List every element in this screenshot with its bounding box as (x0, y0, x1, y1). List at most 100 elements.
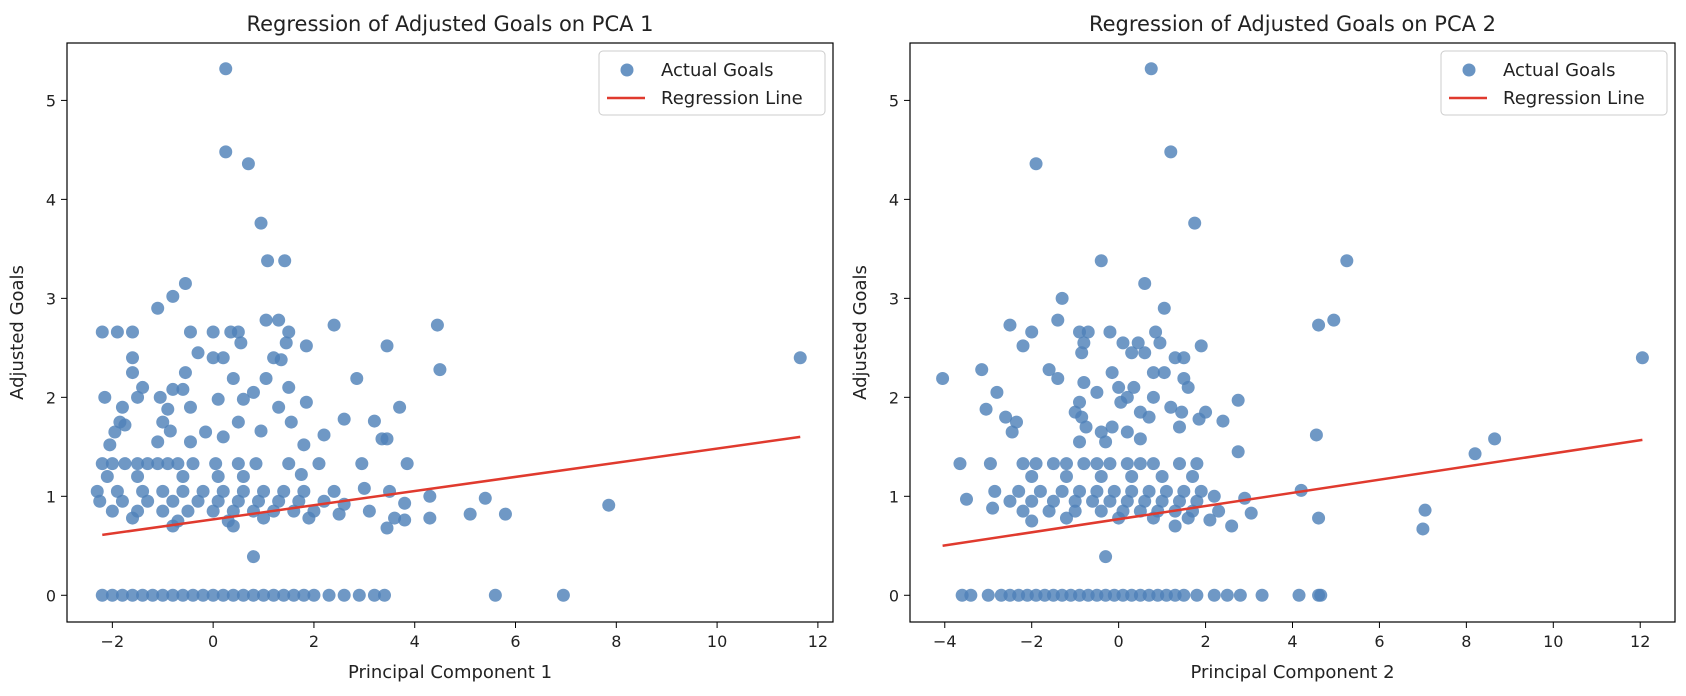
data-point (103, 438, 117, 452)
data-point (156, 415, 170, 429)
data-point (377, 588, 391, 602)
data-point (1025, 325, 1039, 339)
data-point (277, 484, 291, 498)
data-point (236, 484, 250, 498)
data-point (1220, 588, 1234, 602)
data-point (156, 588, 170, 602)
data-point (186, 457, 200, 471)
data-point (964, 588, 978, 602)
x-tick-label: 8 (611, 632, 621, 651)
data-point (1164, 145, 1178, 159)
data-point (1005, 425, 1019, 439)
data-point (186, 588, 200, 602)
data-point (196, 588, 210, 602)
data-point (1055, 484, 1069, 498)
x-tick-label: 4 (1287, 632, 1297, 651)
data-point (136, 380, 150, 394)
chart-panel-pca2: Regression of Adjusted Goals on PCA 2 Pr… (850, 12, 1676, 683)
data-point (1046, 494, 1060, 508)
data-point (1207, 489, 1221, 503)
data-point (1168, 519, 1182, 533)
legend-label-actual-goals: Actual Goals (661, 60, 773, 81)
y-tick-label: 2 (46, 388, 56, 407)
data-point (183, 435, 197, 449)
data-point (161, 457, 175, 471)
data-point (98, 390, 112, 404)
data-point (236, 470, 250, 484)
x-tick-label: 6 (510, 632, 520, 651)
data-point (1186, 470, 1200, 484)
x-tick-label: 0 (208, 632, 218, 651)
chart-panel-pca1: Regression of Adjusted Goals on PCA 1 Pr… (7, 12, 834, 683)
data-point (231, 457, 245, 471)
data-point (126, 366, 140, 380)
data-point (1131, 336, 1145, 350)
data-point (433, 363, 447, 377)
data-point (362, 504, 376, 518)
data-point (1081, 325, 1095, 339)
data-point (393, 400, 407, 414)
data-point (118, 418, 132, 432)
data-point (1120, 425, 1134, 439)
data-point (1068, 494, 1082, 508)
data-point (1059, 470, 1073, 484)
data-point (355, 457, 369, 471)
plot-area (90, 62, 807, 602)
data-point (131, 470, 145, 484)
data-point (226, 588, 240, 602)
data-point (1103, 457, 1117, 471)
data-point (272, 400, 286, 414)
data-point (388, 511, 402, 525)
data-point (1416, 522, 1430, 536)
data-point (110, 484, 124, 498)
chart-title: Regression of Adjusted Goals on PCA 1 (246, 12, 653, 36)
data-point (1164, 400, 1178, 414)
data-point (261, 254, 275, 268)
data-point (246, 385, 260, 399)
data-point (100, 470, 114, 484)
data-point (398, 496, 412, 510)
data-point (960, 492, 974, 506)
data-point (1212, 504, 1226, 518)
data-point (1190, 457, 1204, 471)
data-point (602, 498, 616, 512)
data-point (1077, 457, 1091, 471)
data-point (1094, 470, 1108, 484)
x-tick-label: 2 (309, 632, 319, 651)
x-axis-label: Principal Component 2 (1190, 662, 1394, 683)
data-point (231, 325, 245, 339)
plot-area (936, 62, 1649, 602)
data-point (90, 484, 104, 498)
data-point (151, 457, 165, 471)
data-point (156, 504, 170, 518)
data-point (1309, 428, 1323, 442)
data-point (1172, 420, 1186, 434)
legend: Actual Goals Regression Line (1440, 50, 1668, 116)
x-tick-label: 8 (1461, 632, 1471, 651)
data-point (277, 588, 291, 602)
x-tick-label: 12 (1630, 632, 1650, 651)
data-point (1207, 588, 1221, 602)
data-point (1144, 62, 1158, 76)
data-point (118, 457, 132, 471)
legend-marker-actual-goals (1462, 63, 1476, 77)
data-point (226, 504, 240, 518)
data-point (1138, 346, 1152, 360)
data-point (1003, 494, 1017, 508)
data-point (131, 457, 145, 471)
data-point (1155, 470, 1169, 484)
x-tick-label: 0 (1114, 632, 1124, 651)
y-tick-label: 4 (889, 190, 899, 209)
data-point (1105, 366, 1119, 380)
y-tick-label: 1 (889, 487, 899, 506)
data-point (1086, 494, 1100, 508)
data-point (1046, 457, 1060, 471)
data-point (307, 588, 321, 602)
data-point (1203, 513, 1217, 527)
data-point (297, 438, 311, 452)
data-point (1116, 336, 1130, 350)
data-point (95, 457, 109, 471)
data-point (191, 346, 205, 360)
